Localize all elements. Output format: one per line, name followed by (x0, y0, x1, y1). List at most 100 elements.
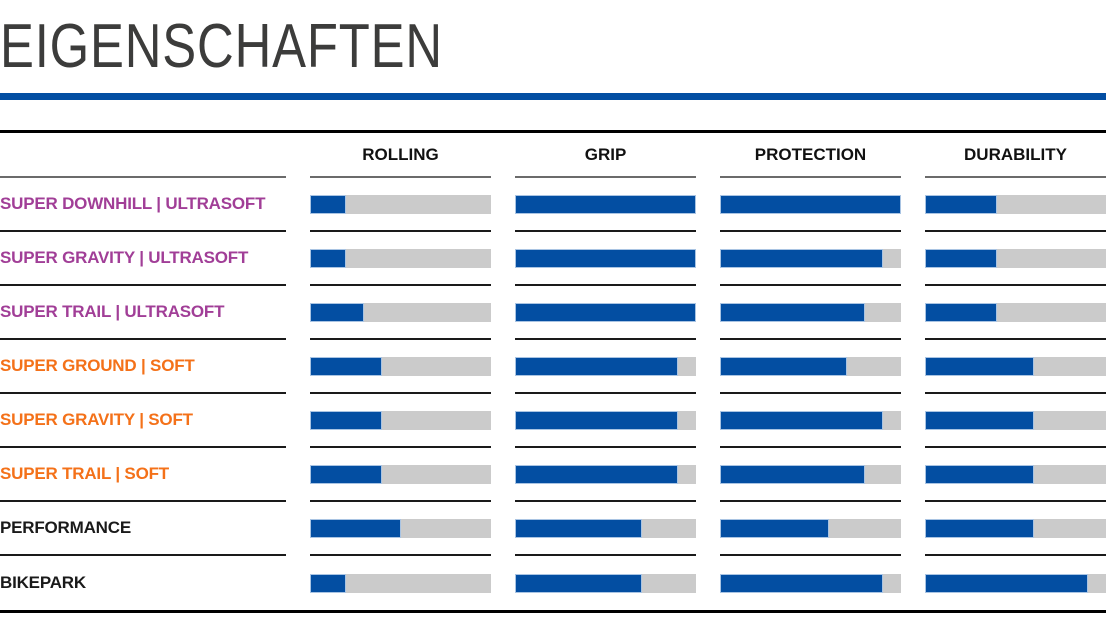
rating-bar-fill (720, 194, 901, 214)
column-header-grip: GRIP (515, 133, 696, 179)
rating-cell-rolling (310, 502, 491, 557)
rating-bar-fill (515, 464, 678, 484)
rating-bar-fill (720, 518, 829, 538)
rating-bar-track (925, 302, 1106, 322)
rating-cell-rolling (310, 394, 491, 449)
rating-bar-fill (925, 194, 998, 214)
properties-table: ROLLING GRIP PROTECTION DURABILITY SUPER… (0, 130, 1106, 614)
rating-bar-fill (925, 248, 998, 268)
table-top-rule (0, 130, 1106, 134)
rating-bar-fill (310, 518, 401, 538)
rating-cell-protection (720, 286, 901, 341)
row-label: SUPER TRAIL | SOFT (0, 464, 169, 484)
rating-cell-rolling (310, 448, 491, 503)
row-label-cell: SUPER GROUND | SOFT (0, 340, 286, 395)
row-label-cell: SUPER GRAVITY | SOFT (0, 394, 286, 449)
rating-bar-fill (310, 464, 383, 484)
rating-bar-fill (310, 302, 365, 322)
column-header-protection: PROTECTION (720, 133, 901, 179)
rating-bar-track (310, 356, 491, 376)
column-header-durability: DURABILITY (925, 133, 1106, 179)
rating-cell-grip (515, 556, 696, 610)
column-header-rolling: ROLLING (310, 133, 491, 179)
rating-bar-track (515, 410, 696, 430)
header-label-spacer (0, 133, 286, 179)
rating-cell-durability (925, 394, 1106, 449)
table-row: SUPER TRAIL | SOFT (0, 448, 1106, 503)
table-body: SUPER DOWNHILL | ULTRASOFT SUPER GRAVITY … (0, 178, 1106, 610)
rating-bar-fill (515, 356, 678, 376)
rating-bar-fill (720, 302, 865, 322)
rating-cell-durability (925, 556, 1106, 610)
table-row: SUPER GROUND | SOFT (0, 340, 1106, 395)
rating-bar-fill (515, 573, 642, 593)
rating-cell-protection (720, 340, 901, 395)
rating-bar-fill (925, 302, 998, 322)
row-label: SUPER TRAIL | ULTRASOFT (0, 302, 225, 322)
rating-cell-protection (720, 502, 901, 557)
page-title: EIGENSCHAFTEN (0, 12, 443, 81)
rating-bar-fill (515, 518, 642, 538)
rating-bar-fill (925, 518, 1034, 538)
row-label: SUPER GROUND | SOFT (0, 356, 195, 376)
rating-cell-durability (925, 178, 1106, 233)
rating-bar-track (515, 464, 696, 484)
rating-bar-track (515, 356, 696, 376)
rating-bar-track (515, 194, 696, 214)
rating-bar-track (720, 248, 901, 268)
rating-cell-protection (720, 232, 901, 287)
table-row: SUPER DOWNHILL | ULTRASOFT (0, 178, 1106, 233)
row-label: SUPER GRAVITY | ULTRASOFT (0, 248, 249, 268)
row-label: PERFORMANCE (0, 518, 131, 538)
rating-cell-durability (925, 340, 1106, 395)
rating-bar-track (310, 194, 491, 214)
rating-cell-durability (925, 286, 1106, 341)
rating-bar-fill (515, 194, 696, 214)
table-row: SUPER TRAIL | ULTRASOFT (0, 286, 1106, 341)
rating-bar-track (310, 410, 491, 430)
rating-cell-grip (515, 340, 696, 395)
row-label-cell: PERFORMANCE (0, 502, 286, 557)
table-bottom-rule (0, 610, 1106, 614)
table-header-row: ROLLING GRIP PROTECTION DURABILITY (0, 133, 1106, 179)
row-label: SUPER GRAVITY | SOFT (0, 410, 193, 430)
row-label-cell: SUPER DOWNHILL | ULTRASOFT (0, 178, 286, 233)
rating-bar-fill (310, 573, 347, 593)
rating-bar-fill (515, 302, 696, 322)
rating-bar-track (515, 518, 696, 538)
rating-bar-fill (925, 356, 1034, 376)
table-row: SUPER GRAVITY | ULTRASOFT (0, 232, 1106, 287)
row-label-cell: SUPER GRAVITY | ULTRASOFT (0, 232, 286, 287)
rating-bar-track (515, 573, 696, 593)
rating-bar-fill (720, 248, 883, 268)
rating-cell-grip (515, 286, 696, 341)
rating-bar-track (925, 248, 1106, 268)
rating-bar-track (925, 194, 1106, 214)
rating-bar-fill (515, 410, 678, 430)
row-label-cell: SUPER TRAIL | ULTRASOFT (0, 286, 286, 341)
rating-bar-fill (925, 464, 1034, 484)
rating-bar-fill (720, 464, 865, 484)
rating-cell-rolling (310, 556, 491, 610)
row-label: SUPER DOWNHILL | ULTRASOFT (0, 194, 266, 214)
rating-bar-track (515, 248, 696, 268)
rating-bar-fill (310, 194, 347, 214)
rating-cell-grip (515, 232, 696, 287)
rating-cell-rolling (310, 286, 491, 341)
rating-cell-protection (720, 448, 901, 503)
rating-bar-fill (720, 356, 847, 376)
table-row: SUPER GRAVITY | SOFT (0, 394, 1106, 449)
rating-bar-fill (515, 248, 696, 268)
rating-cell-durability (925, 448, 1106, 503)
rating-bar-fill (720, 573, 883, 593)
rating-bar-track (720, 518, 901, 538)
rating-bar-track (720, 573, 901, 593)
rating-cell-grip (515, 448, 696, 503)
rating-bar-fill (925, 410, 1034, 430)
rating-bar-track (925, 356, 1106, 376)
rating-bar-track (720, 302, 901, 322)
rating-bar-track (925, 410, 1106, 430)
row-label-cell: BIKEPARK (0, 556, 286, 610)
table-row: PERFORMANCE (0, 502, 1106, 557)
rating-bar-fill (310, 248, 347, 268)
